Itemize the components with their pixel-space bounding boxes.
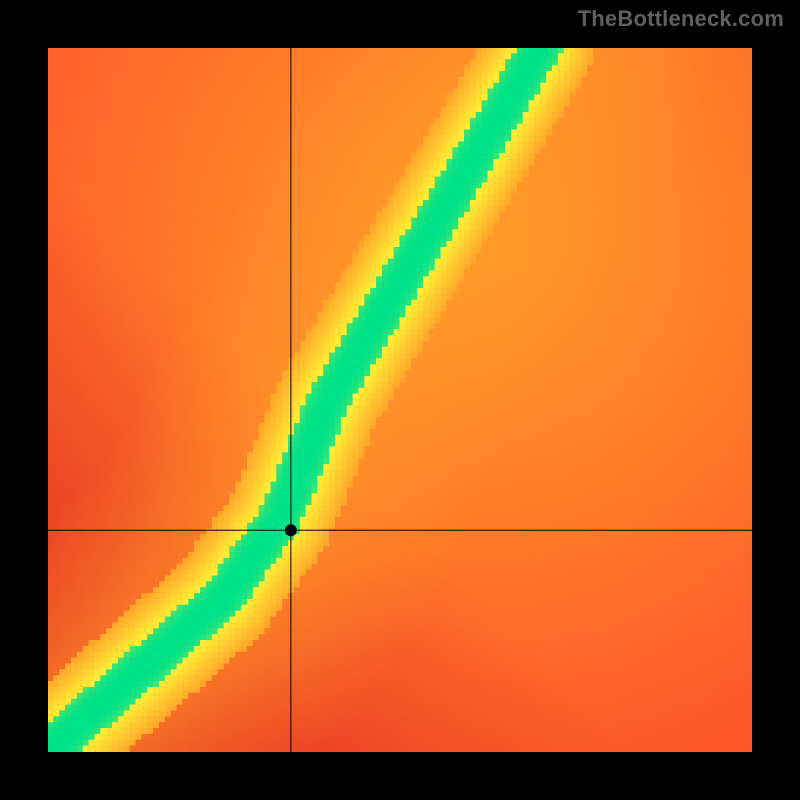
chart-container: TheBottleneck.com bbox=[0, 0, 800, 800]
heatmap-canvas bbox=[0, 0, 800, 800]
watermark-text: TheBottleneck.com bbox=[578, 6, 784, 32]
